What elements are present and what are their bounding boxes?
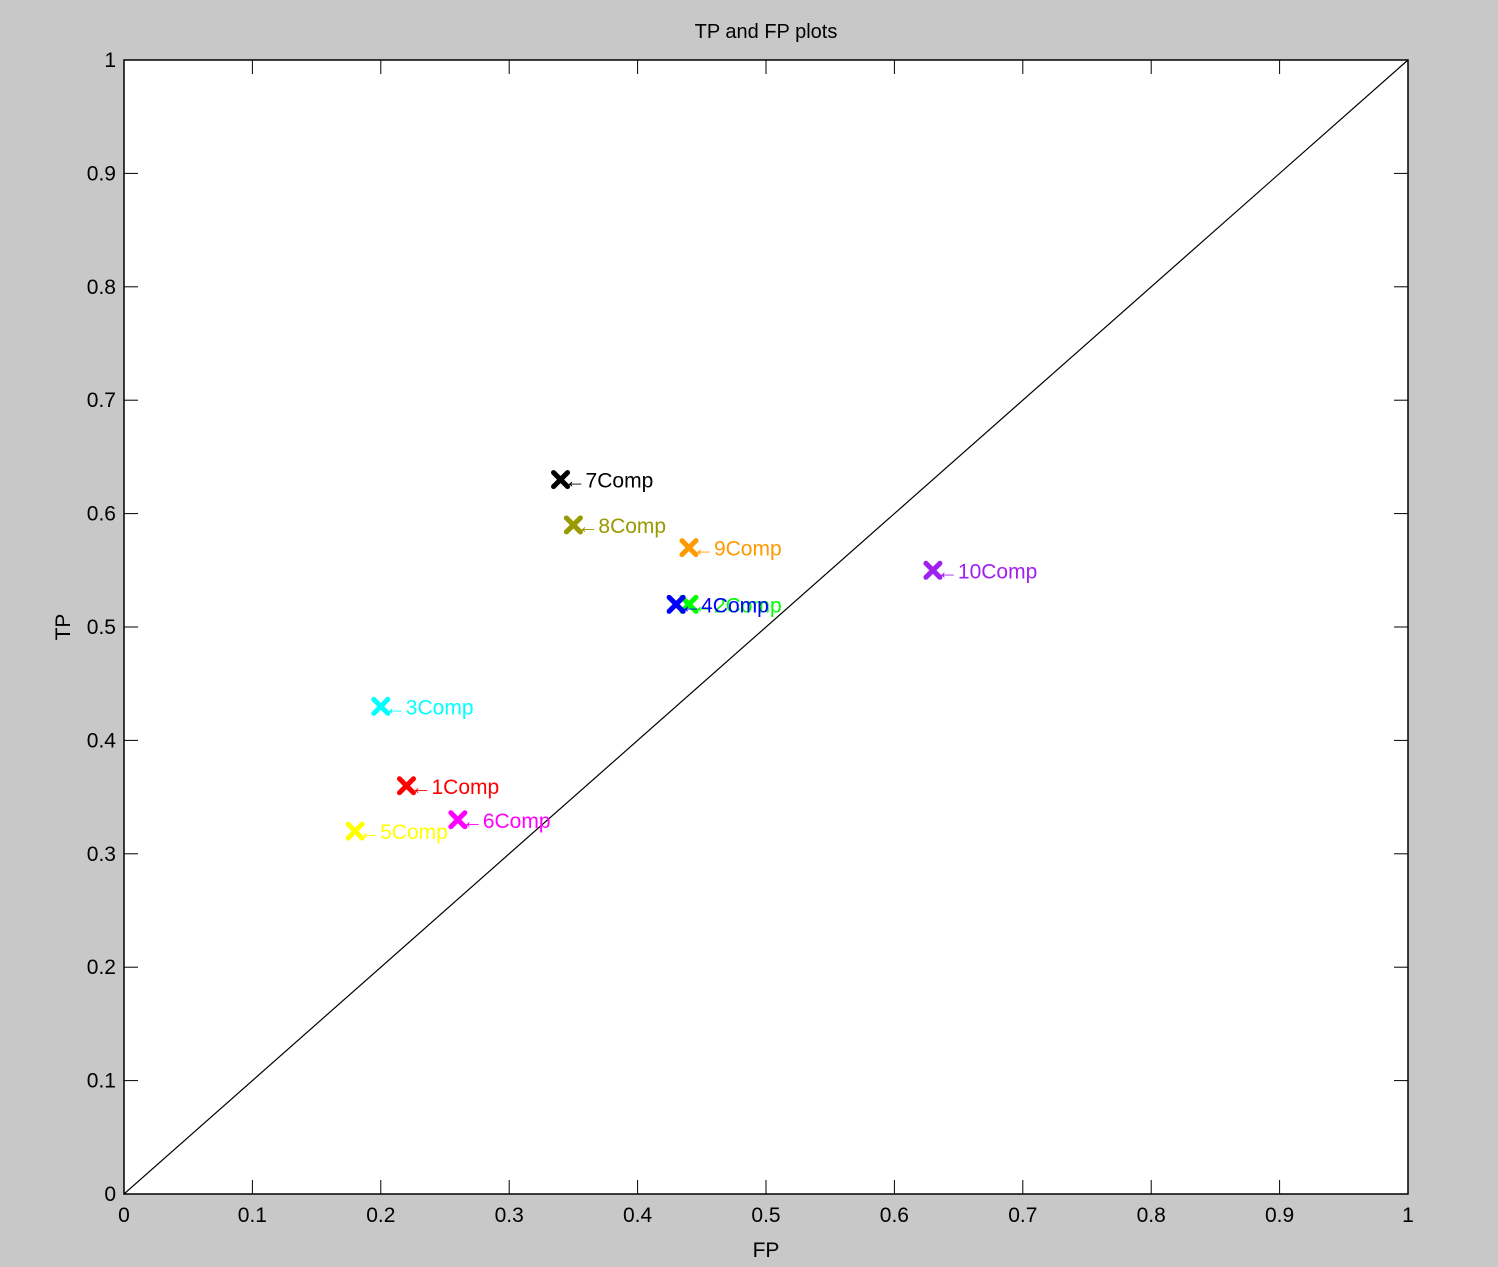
x-tick-label: 0.3: [495, 1204, 524, 1227]
point-marker: [923, 560, 943, 580]
point-marker-stroke: [396, 776, 416, 796]
point-marker: [551, 470, 571, 490]
y-tick-label: 0.6: [87, 503, 116, 526]
x-tick-label: 0.7: [1008, 1204, 1037, 1227]
point-label: ←2Comp: [693, 594, 782, 617]
point-marker-stroke: [551, 470, 571, 490]
point-label: ←7Comp: [565, 470, 654, 493]
point-marker: [563, 515, 583, 535]
x-tick-label: 0.4: [623, 1204, 653, 1227]
data-point-labels: ←1Comp ←2Comp ←3Comp ←4Comp ←5Comp ←6Comp ←7Co…: [359, 470, 1037, 845]
point-marker: [666, 594, 686, 614]
point-marker-stroke: [345, 821, 365, 841]
x-tick-label: 0.1: [238, 1204, 267, 1227]
diagonal-reference-line: [123, 59, 1409, 1195]
plot-frame: [123, 59, 1409, 1195]
point-label: ←4Comp: [680, 594, 769, 617]
y-tick-label: 0: [104, 1183, 116, 1206]
x-tick-label: 0.2: [366, 1204, 395, 1227]
x-tick-label: 0.6: [880, 1204, 909, 1227]
point-label: ←5Comp: [359, 821, 448, 844]
axis-ticks: [123, 59, 1409, 1195]
point-label: ←9Comp: [693, 538, 782, 561]
axis-tick-labels: 0 0.1 0.2 0.3 0.4 0.5 0.6 0.7 0.8 0.9 1 0 0.1 0.2 0.3 0…: [87, 49, 1414, 1227]
point-marker-stroke: [666, 594, 686, 614]
y-tick-label: 0.4: [87, 729, 117, 752]
point-marker-stroke: [563, 515, 583, 535]
point-marker-stroke: [923, 560, 943, 580]
point-marker-stroke: [448, 810, 468, 830]
data-points: [345, 470, 943, 841]
x-tick-label: 1: [1402, 1204, 1414, 1227]
point-marker: [679, 538, 699, 558]
chart-title: TP and FP plots: [695, 21, 838, 43]
point-label: ←8Comp: [577, 515, 666, 538]
y-tick-label: 0.7: [87, 389, 116, 412]
x-tick-label: 0.5: [751, 1204, 780, 1227]
y-tick-label: 0.9: [87, 162, 116, 185]
point-marker: [396, 776, 416, 796]
x-axis-label: FP: [753, 1239, 780, 1262]
point-marker-stroke: [371, 696, 391, 716]
point-marker: [345, 821, 365, 841]
x-tick-label: 0.8: [1137, 1204, 1166, 1227]
x-tick-label: 0.9: [1265, 1204, 1294, 1227]
point-label: ←10Comp: [937, 560, 1037, 583]
point-marker: [371, 696, 391, 716]
x-tick-label: 0: [118, 1204, 130, 1227]
y-tick-label: 0.2: [87, 956, 116, 979]
y-axis-label: TP: [52, 614, 75, 641]
point-marker: [448, 810, 468, 830]
y-tick-label: 0.5: [87, 616, 116, 639]
y-tick-label: 1: [104, 49, 116, 72]
point-label: ←6Comp: [462, 810, 551, 833]
y-tick-label: 0.8: [87, 276, 116, 299]
y-tick-label: 0.3: [87, 843, 116, 866]
y-tick-label: 0.1: [87, 1070, 116, 1093]
point-label: ←3Comp: [385, 696, 474, 719]
point-marker-stroke: [679, 538, 699, 558]
reference-line-group: [123, 59, 1409, 1195]
point-label: ←1Comp: [410, 776, 499, 799]
